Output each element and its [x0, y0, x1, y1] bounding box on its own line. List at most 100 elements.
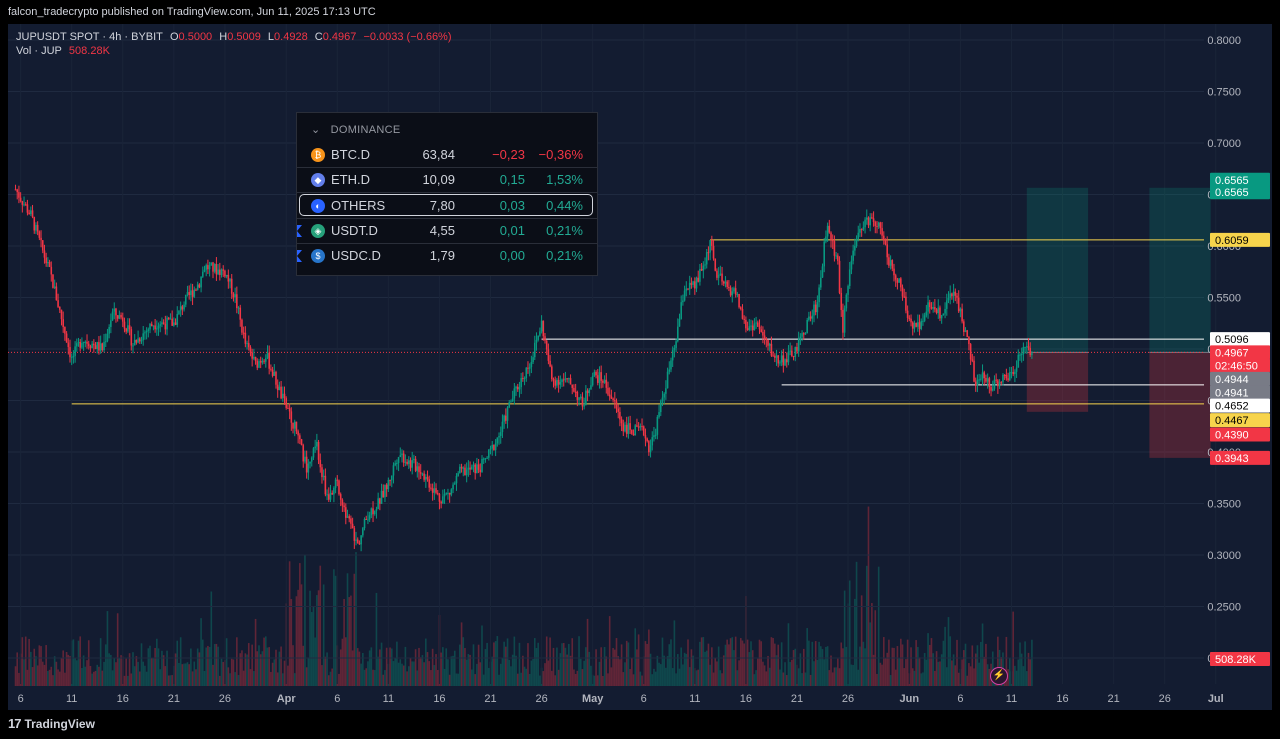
volume-bar — [55, 661, 58, 686]
volume-bar — [557, 669, 560, 686]
candle-body — [271, 369, 274, 376]
volume-bar — [787, 623, 790, 686]
candle-body — [477, 464, 480, 470]
volume-bar — [445, 648, 448, 686]
candle-body — [511, 398, 514, 402]
volume-bar — [533, 638, 536, 686]
candle-body — [309, 461, 311, 464]
x-tick-label: 21 — [484, 693, 496, 705]
candle-body — [745, 319, 747, 329]
volume-bar — [230, 658, 233, 686]
candle-body — [167, 317, 170, 320]
candle-body — [110, 320, 112, 328]
volume-bar — [290, 599, 293, 686]
candle-body — [908, 317, 911, 319]
dominance-row-usdc[interactable]: $ USDC.D 1,79 0,00 0,21% — [297, 244, 597, 268]
volume-bar — [137, 661, 139, 686]
volume-bar — [671, 668, 674, 686]
volume-bar — [685, 653, 688, 686]
candle-body — [133, 339, 136, 346]
candle-body — [30, 210, 32, 215]
symbol-legend: JUPUSDT SPOT · 4h · BYBIT O0.5000 H0.500… — [16, 30, 452, 58]
volume-bar — [854, 598, 856, 686]
candle-body — [399, 455, 402, 458]
volume-bar — [631, 658, 633, 686]
volume-bar — [455, 673, 458, 686]
candle-body — [241, 319, 243, 333]
candle-body — [540, 320, 543, 332]
volume-bar — [726, 639, 728, 686]
dominance-row-usdt[interactable]: ◈ USDT.D 4,55 0,01 0,21% — [297, 219, 597, 243]
volume-bar — [295, 596, 298, 686]
volume-bar — [382, 674, 385, 686]
volume-bar — [697, 669, 700, 686]
candle-body — [82, 341, 85, 343]
volume-bar — [506, 638, 509, 686]
volume-bar — [496, 636, 499, 686]
candle-body — [293, 421, 296, 429]
candle-body — [774, 355, 776, 358]
volume-bar — [283, 660, 286, 686]
volume-bar — [695, 670, 698, 686]
price-tag-label: 508.28K — [1215, 654, 1257, 666]
candle-body — [820, 277, 822, 288]
price-tag-label: 0.6059 — [1215, 235, 1249, 247]
dominance-widget[interactable]: ⌄ DOMINANCE ₿ BTC.D 63,84 −0,23 −0,36% ◆… — [296, 112, 598, 276]
candle-body — [305, 456, 308, 473]
candle-body — [642, 426, 645, 436]
volume-bar — [952, 654, 955, 686]
candle-body — [830, 232, 832, 241]
price-tag-bg — [1210, 413, 1270, 428]
candle-body — [50, 266, 53, 275]
candle-body — [128, 325, 131, 330]
candle-body — [877, 222, 880, 227]
volume-bar — [195, 669, 197, 686]
dominance-row-others[interactable]: ◐ OTHERS 7,80 0,03 0,44% — [297, 194, 597, 218]
candle-body — [978, 379, 980, 381]
candle-body — [472, 464, 475, 467]
candle-body — [120, 314, 122, 318]
dominance-row-btc[interactable]: ₿ BTC.D 63,84 −0,23 −0,36% — [297, 143, 597, 167]
candle-body — [767, 340, 769, 346]
volume-bar — [60, 657, 63, 686]
candle-body — [663, 393, 665, 398]
candle-body — [760, 329, 763, 332]
candle-body — [470, 466, 473, 470]
volume-bar — [889, 675, 892, 686]
candle-body — [850, 260, 853, 270]
candle-body — [292, 422, 294, 429]
candle-body — [152, 325, 155, 327]
candle-body — [993, 379, 996, 389]
volume-bar — [676, 654, 679, 686]
candle-body — [215, 263, 218, 275]
candle-body — [1003, 374, 1006, 376]
volume-bar — [414, 649, 417, 686]
candle-body — [903, 296, 906, 298]
candle-body — [91, 343, 93, 349]
lightning-icon[interactable]: ⚡ — [990, 667, 1008, 685]
dominance-header[interactable]: ⌄ DOMINANCE — [311, 124, 401, 136]
volume-bar — [52, 675, 54, 686]
volume-bar — [547, 660, 550, 686]
candle-body — [917, 322, 919, 327]
candle-body — [678, 318, 681, 327]
dominance-row-eth[interactable]: ◆ ETH.D 10,09 0,15 1,53% — [297, 168, 597, 192]
volume-bar — [278, 651, 281, 686]
price-chart[interactable]: 0.80000.75000.70000.65000.60000.55000.50… — [8, 24, 1272, 710]
candle-body — [556, 379, 558, 386]
volume-bar — [411, 661, 413, 686]
volume-bar — [944, 626, 946, 686]
x-tick-label: 26 — [535, 693, 547, 705]
candle-body — [251, 352, 253, 359]
volume-bar — [690, 649, 693, 686]
candle-body — [818, 287, 820, 303]
candle-body — [108, 327, 110, 334]
price-tag-bg — [1210, 385, 1270, 400]
volume-bar — [462, 637, 465, 686]
candle-body — [639, 426, 642, 428]
volume-bar — [714, 657, 717, 686]
chart-area[interactable]: 0.80000.75000.70000.65000.60000.55000.50… — [8, 24, 1272, 710]
volume-bar — [886, 652, 888, 686]
candle-body — [862, 227, 865, 230]
candle-body — [573, 387, 575, 392]
